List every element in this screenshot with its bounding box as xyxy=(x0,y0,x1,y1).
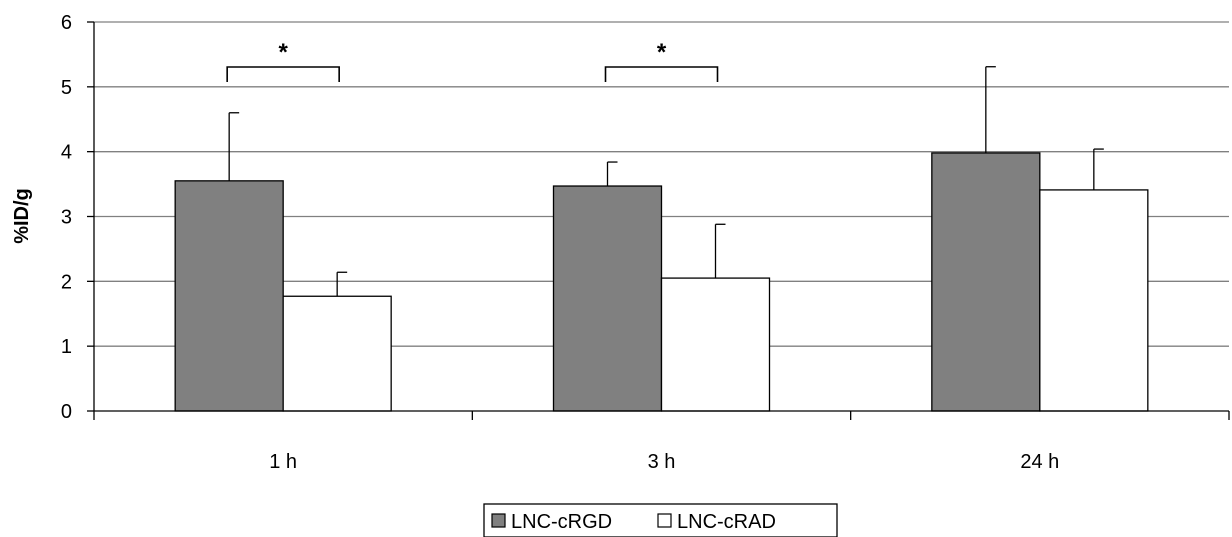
legend-swatch xyxy=(491,513,506,528)
bar-lnc-crgd-1h xyxy=(174,180,284,412)
bar-lnc-crgd-24h xyxy=(931,152,1041,412)
y-tick-label: 1 xyxy=(61,336,72,358)
significance-star: * xyxy=(657,39,667,66)
significance-annotations: * * xyxy=(226,39,719,82)
y-tick-label: 6 xyxy=(61,12,72,34)
significance-star: * xyxy=(278,39,288,66)
bar-lnc-crgd-3h xyxy=(552,185,663,412)
significance-bracket xyxy=(604,66,719,82)
y-axis-title: %ID/g xyxy=(11,188,33,244)
legend-label: LNC-cRAD xyxy=(677,511,776,533)
x-tick-label: 24 h xyxy=(1020,451,1059,473)
bar-lnc-crad-1h xyxy=(282,295,392,412)
legend: LNC-cRGD LNC-cRAD xyxy=(483,503,838,537)
bar-lnc-crad-24h xyxy=(1039,189,1149,412)
y-tick-label: 0 xyxy=(61,401,72,423)
y-tick-label: 2 xyxy=(61,271,72,293)
axes: 0 1 2 3 4 5 6 1 h 3 h 24 h xyxy=(61,12,1230,473)
error-bars xyxy=(228,66,1104,297)
bar-lnc-crad-3h xyxy=(660,277,771,412)
x-tick-label: 1 h xyxy=(269,451,297,473)
significance-bracket xyxy=(226,66,340,82)
x-tick-label: 3 h xyxy=(648,451,676,473)
legend-swatch xyxy=(657,513,672,528)
y-tick-label: 4 xyxy=(61,142,72,164)
legend-box xyxy=(483,503,838,537)
y-tick-label: 5 xyxy=(61,77,72,99)
y-tick-label: 3 xyxy=(61,207,72,229)
legend-label: LNC-cRGD xyxy=(511,511,612,533)
